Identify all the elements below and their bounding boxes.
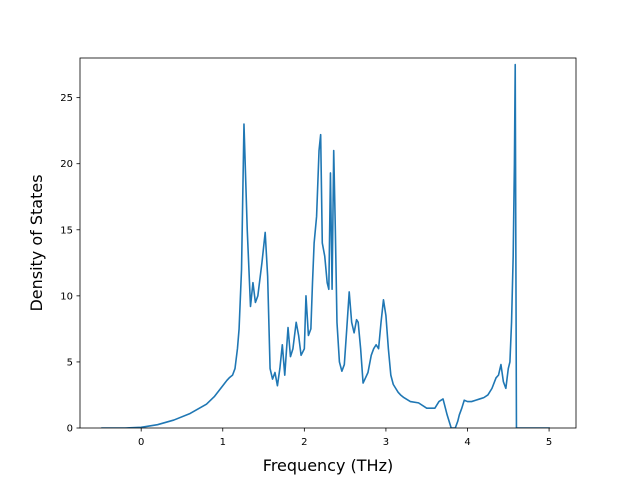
y-tick-label: 15: [60, 225, 73, 236]
x-tick-label: 4: [464, 437, 470, 448]
y-tick-label: 5: [67, 357, 73, 368]
plot-area: [101, 63, 550, 428]
x-tick-label: 3: [383, 437, 389, 448]
y-tick-label: 25: [60, 93, 73, 104]
x-axis-label: Frequency (THz): [263, 456, 393, 475]
x-tick-label: 2: [301, 437, 307, 448]
x-tick-label: 1: [220, 437, 226, 448]
x-axis-ticks: 0 1 2 3 4 5: [138, 428, 552, 448]
x-tick-label: 5: [546, 437, 552, 448]
y-tick-label: 10: [60, 291, 73, 302]
axes-frame: [79, 57, 577, 429]
dos-series-line-0: [101, 63, 550, 428]
y-tick-label: 0: [67, 424, 73, 435]
y-axis-ticks: 0 5 10 15 20 25: [60, 93, 80, 435]
y-axis-label: Density of States: [27, 174, 46, 311]
x-tick-label: 0: [138, 437, 144, 448]
y-tick-label: 20: [60, 159, 73, 170]
